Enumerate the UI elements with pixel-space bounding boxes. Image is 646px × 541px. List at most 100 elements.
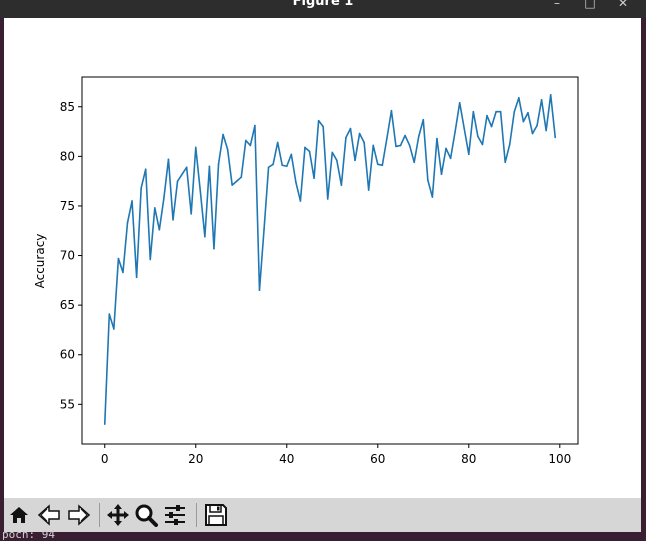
data-point (417, 135, 420, 138)
y-tick-label: 85 (60, 100, 75, 114)
y-axis-ticks: 55 60 65 70 75 80 85 (60, 100, 82, 411)
data-point (122, 271, 124, 274)
data-point (117, 257, 120, 260)
save-button[interactable] (203, 502, 229, 528)
figure-canvas[interactable]: 0 20 40 60 80 100 55 60 65 70 75 80 85 Accuracy (4, 18, 641, 498)
data-point (445, 147, 447, 150)
data-point (513, 110, 516, 113)
data-point (126, 222, 129, 224)
data-point (449, 157, 452, 160)
minimize-icon[interactable]: – (554, 0, 560, 10)
data-point (144, 168, 147, 171)
sliders-icon (165, 505, 185, 525)
data-point (431, 196, 434, 198)
data-point (154, 207, 156, 209)
data-point (181, 173, 183, 176)
data-point (358, 132, 361, 135)
data-point (540, 99, 543, 101)
data-point (167, 158, 170, 161)
x-tick-label: 0 (101, 452, 109, 466)
y-tick-label: 60 (60, 348, 75, 362)
data-point (204, 235, 206, 238)
data-point (522, 120, 525, 123)
data-point (217, 163, 220, 166)
accuracy-line-chart: 0 20 40 60 80 100 55 60 65 70 75 80 85 Accuracy (33, 76, 579, 466)
x-tick-label: 100 (548, 452, 571, 466)
y-tick-label: 75 (60, 199, 75, 213)
back-arrow-icon (37, 504, 60, 526)
data-point (422, 118, 425, 121)
back-button[interactable] (36, 502, 62, 528)
data-point (158, 228, 161, 231)
data-point (436, 137, 438, 140)
x-tick-label: 20 (188, 452, 203, 466)
data-point (295, 181, 297, 183)
data-point (376, 163, 379, 166)
data-points (103, 94, 557, 425)
data-point (486, 114, 488, 117)
data-point (381, 164, 384, 167)
x-tick-label: 80 (461, 452, 476, 466)
floppy-disk-icon (205, 504, 227, 526)
data-point (390, 109, 393, 112)
home-button[interactable] (6, 502, 32, 528)
data-point (326, 198, 329, 200)
data-point (463, 127, 466, 130)
data-point (399, 144, 402, 147)
data-point (440, 173, 443, 176)
data-point (299, 200, 302, 202)
configure-subplots-button[interactable] (162, 502, 188, 528)
data-point (199, 190, 202, 192)
x-tick-label: 60 (370, 452, 385, 466)
forward-arrow-icon (68, 504, 91, 526)
data-point (231, 184, 233, 186)
data-point (404, 134, 406, 137)
data-point (281, 164, 284, 167)
zoom-button[interactable] (133, 502, 159, 528)
data-point (331, 151, 334, 154)
data-point (208, 165, 211, 168)
data-point (258, 289, 261, 292)
data-point (472, 110, 475, 113)
data-point (285, 165, 288, 168)
data-point (267, 166, 270, 169)
data-point (336, 159, 338, 162)
data-point (317, 119, 320, 122)
data-point (536, 124, 538, 127)
data-point (190, 213, 193, 215)
data-point (545, 129, 547, 132)
y-tick-label: 55 (60, 397, 75, 411)
y-tick-label: 70 (60, 249, 75, 263)
toolbar-separator (99, 503, 100, 527)
data-point (508, 143, 511, 146)
data-point (490, 125, 493, 128)
data-point (140, 187, 142, 189)
data-point (263, 228, 265, 231)
data-point (222, 133, 224, 136)
data-point (172, 219, 174, 221)
plot-area (81, 76, 579, 445)
data-point (276, 141, 279, 144)
pan-button[interactable] (105, 502, 131, 528)
data-point (226, 148, 229, 151)
data-point (454, 130, 456, 133)
data-point (245, 139, 247, 142)
x-tick-label: 40 (279, 452, 294, 466)
data-point (113, 328, 115, 330)
close-icon[interactable]: ✕ (617, 0, 629, 10)
data-point (340, 184, 343, 186)
pan-icon (107, 504, 129, 526)
data-point (345, 136, 347, 139)
data-point (304, 146, 306, 149)
x-axis-ticks: 0 20 40 60 80 100 (101, 444, 571, 466)
data-point (213, 247, 215, 250)
data-point (163, 197, 165, 199)
matplotlib-toolbar (4, 498, 641, 532)
data-point (386, 137, 388, 140)
maximize-icon[interactable]: □ (584, 0, 596, 10)
y-tick-label: 65 (60, 298, 75, 312)
data-point (254, 124, 256, 127)
data-point (395, 145, 397, 148)
forward-button[interactable] (66, 502, 92, 528)
magnifier-icon (135, 504, 158, 527)
